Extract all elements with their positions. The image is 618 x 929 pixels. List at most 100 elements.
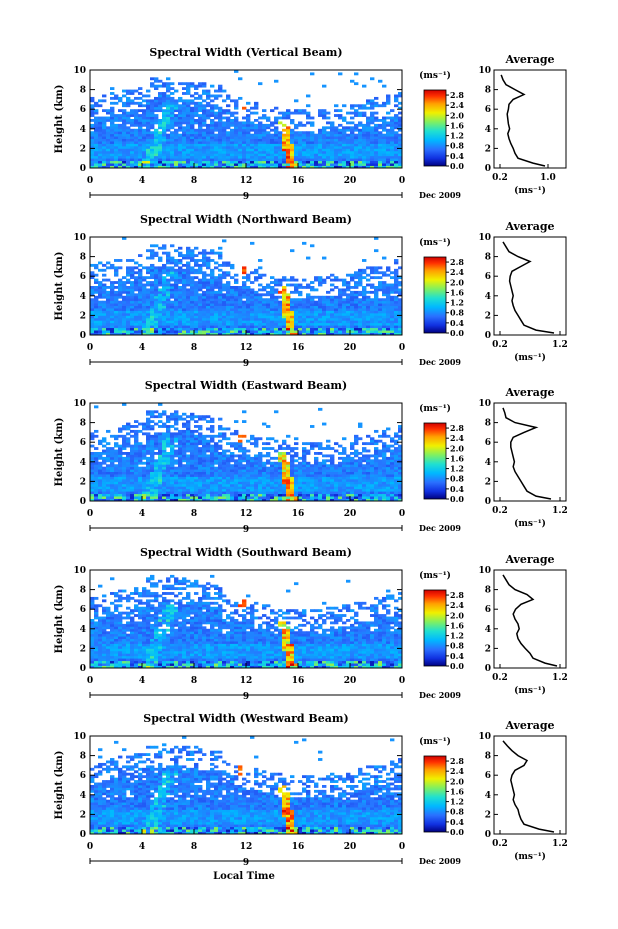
heatmap-cell xyxy=(110,119,115,122)
heatmap-cell xyxy=(226,498,231,502)
heatmap-cell xyxy=(278,303,283,306)
heatmap-cell xyxy=(346,322,351,326)
heatmap-cell xyxy=(126,293,131,297)
heatmap-cell xyxy=(206,141,211,144)
heatmap-cell xyxy=(230,432,235,436)
heatmap-cell xyxy=(306,320,311,324)
heatmap-cell xyxy=(198,466,203,470)
heatmap-cell xyxy=(106,131,111,135)
heatmap-cell xyxy=(138,141,143,144)
heatmap-cell xyxy=(390,126,395,130)
heatmap-cell xyxy=(398,327,403,331)
heatmap-cell xyxy=(202,165,207,169)
heatmap-cell xyxy=(334,148,339,152)
heatmap-cell xyxy=(190,121,195,125)
heatmap-cell xyxy=(210,483,215,487)
heatmap-cell xyxy=(102,474,107,477)
heatmap-cell xyxy=(350,300,355,304)
heatmap-cell xyxy=(130,123,135,127)
heatmap-cell xyxy=(394,148,399,152)
heatmap-cell xyxy=(114,298,119,302)
heatmap-cell xyxy=(182,114,187,117)
heatmap-cell xyxy=(218,283,223,287)
heatmap-cell xyxy=(210,104,215,108)
heatmap-cell xyxy=(110,92,115,95)
heatmap-cell xyxy=(398,148,403,152)
heatmap-cell xyxy=(98,483,103,487)
heatmap-cell xyxy=(350,145,355,149)
heatmap-cell xyxy=(366,327,371,331)
heatmap-cell xyxy=(138,444,143,448)
heatmap-cell xyxy=(222,483,227,487)
heatmap-cell xyxy=(150,123,155,127)
heatmap-cell xyxy=(158,256,163,260)
heatmap-cell xyxy=(114,332,119,336)
heatmap-cell xyxy=(226,486,231,490)
heatmap-cell xyxy=(314,330,319,333)
heatmap-cell xyxy=(202,114,207,117)
heatmap-cell xyxy=(130,315,135,319)
heatmap-cell xyxy=(206,89,211,93)
heatmap-cell xyxy=(262,305,267,309)
heatmap-cell xyxy=(154,295,159,299)
heatmap-cell xyxy=(170,474,175,477)
heatmap-cell xyxy=(114,317,119,321)
heatmap-cell xyxy=(382,141,387,144)
heatmap-cell xyxy=(186,447,191,450)
heatmap-cell xyxy=(94,116,99,120)
heatmap-cell xyxy=(310,138,315,142)
heatmap-cell xyxy=(110,133,115,137)
heatmap-cell xyxy=(262,153,267,157)
heatmap-cell xyxy=(218,126,223,130)
heatmap-cell xyxy=(162,268,167,272)
x-tick-label: 0 xyxy=(399,343,405,353)
heatmap-cell xyxy=(382,116,387,120)
heatmap-cell xyxy=(126,259,131,262)
heatmap-cell xyxy=(138,165,143,169)
heatmap-cell xyxy=(122,491,127,495)
heatmap-cell xyxy=(246,320,251,324)
heatmap-cell xyxy=(266,286,271,289)
heatmap-cell xyxy=(122,136,127,139)
heatmap-cell xyxy=(94,136,99,139)
heatmap-cell xyxy=(190,493,195,497)
colorbar-tick-label: 0.4 xyxy=(450,151,464,161)
heatmap-cell xyxy=(262,141,267,144)
heatmap-cell xyxy=(266,325,271,329)
heatmap-cell xyxy=(190,437,195,441)
heatmap-cell xyxy=(258,312,263,316)
profile-frame xyxy=(493,69,567,169)
heatmap-cell xyxy=(398,160,403,164)
heatmap-cell xyxy=(338,148,343,152)
heatmap-cell xyxy=(142,315,147,319)
heatmap-cell xyxy=(134,271,139,275)
heatmap-cell xyxy=(158,476,163,480)
heatmap-cell xyxy=(242,320,247,324)
heatmap-cell xyxy=(162,300,167,304)
heatmap-cell xyxy=(122,325,127,329)
heatmap-cell xyxy=(190,312,195,316)
heatmap-cell xyxy=(218,251,223,255)
heatmap-cell xyxy=(238,483,243,487)
heatmap-cell xyxy=(210,249,215,253)
heatmap-cell xyxy=(222,271,227,275)
heatmap-cell xyxy=(186,99,191,103)
heatmap-cell xyxy=(162,496,167,499)
heatmap-cell xyxy=(202,121,207,125)
heatmap-cell xyxy=(90,332,95,336)
heatmap-cell xyxy=(378,286,383,289)
heatmap-cell xyxy=(138,155,143,159)
heatmap-cell xyxy=(234,478,239,482)
heatmap-cell xyxy=(210,469,215,472)
heatmap-cell xyxy=(222,308,227,311)
heatmap-cell xyxy=(206,322,211,326)
heatmap-cell xyxy=(178,305,183,309)
colorbar-tick-label: 1.6 xyxy=(450,287,464,297)
heatmap-cell xyxy=(98,131,103,135)
heatmap-cell xyxy=(178,158,183,162)
heatmap-cell xyxy=(258,320,263,324)
y-tick-label: 2 xyxy=(80,144,86,154)
heatmap-cell xyxy=(178,464,183,468)
heatmap-cell xyxy=(94,317,99,321)
heatmap-cell xyxy=(290,138,295,142)
